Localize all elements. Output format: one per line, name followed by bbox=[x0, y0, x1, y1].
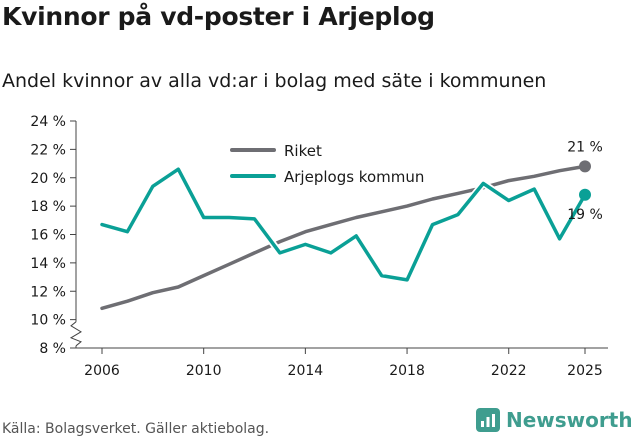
y-tick-label: 24 % bbox=[30, 114, 66, 130]
axis-break-icon bbox=[69, 321, 82, 347]
y-tick-label: 16 % bbox=[30, 228, 66, 244]
x-tick-label: 2006 bbox=[84, 363, 120, 379]
x-tick-label: 2022 bbox=[491, 363, 527, 379]
y-tick-label: 10 % bbox=[30, 313, 66, 329]
axis-break-mask bbox=[70, 321, 82, 346]
chart-title: Kvinnor på vd-poster i Arjeplog bbox=[2, 2, 435, 31]
x-tick-label: 2010 bbox=[186, 363, 222, 379]
chart-subtitle: Andel kvinnor av alla vd:ar i bolag med … bbox=[2, 70, 547, 92]
y-tick-label: 14 % bbox=[30, 256, 66, 272]
chart-lines bbox=[98, 160, 591, 311]
series-end-label: 21 % bbox=[567, 139, 603, 155]
x-tick-label: 2018 bbox=[389, 363, 425, 379]
y-tick-label: 8 % bbox=[39, 341, 66, 357]
source-note: Källa: Bolagsverket. Gäller aktiebolag. bbox=[2, 421, 270, 437]
chart-legend: Riket Arjeplogs kommun bbox=[230, 142, 424, 186]
chart-end-labels: 21 % 19 % bbox=[567, 139, 603, 222]
series-line-riket bbox=[100, 164, 587, 311]
legend-label: Riket bbox=[284, 142, 322, 160]
x-tick-label: 2014 bbox=[288, 363, 324, 379]
brand-logo: Newsworthy bbox=[476, 408, 631, 432]
y-tick-label: 18 % bbox=[30, 199, 66, 215]
y-tick-label: 12 % bbox=[30, 284, 66, 300]
x-tick-label: 2025 bbox=[567, 363, 603, 379]
series-end-point bbox=[579, 188, 591, 201]
brand-name: Newsworthy bbox=[506, 408, 631, 432]
series-end-label: 19 % bbox=[567, 207, 603, 223]
y-tick-label: 22 % bbox=[30, 142, 66, 158]
chart-axes: 8 % 10 % 12 % 14 % 16 % 18 % 20 % 22 % 24 % 2006 2… bbox=[30, 114, 608, 379]
series-end-point bbox=[579, 160, 591, 173]
legend-label: Arjeplogs kommun bbox=[284, 168, 424, 186]
series-line-arjeplog bbox=[100, 167, 587, 282]
y-tick-label: 20 % bbox=[30, 171, 66, 187]
bar-chart-icon bbox=[476, 408, 500, 432]
